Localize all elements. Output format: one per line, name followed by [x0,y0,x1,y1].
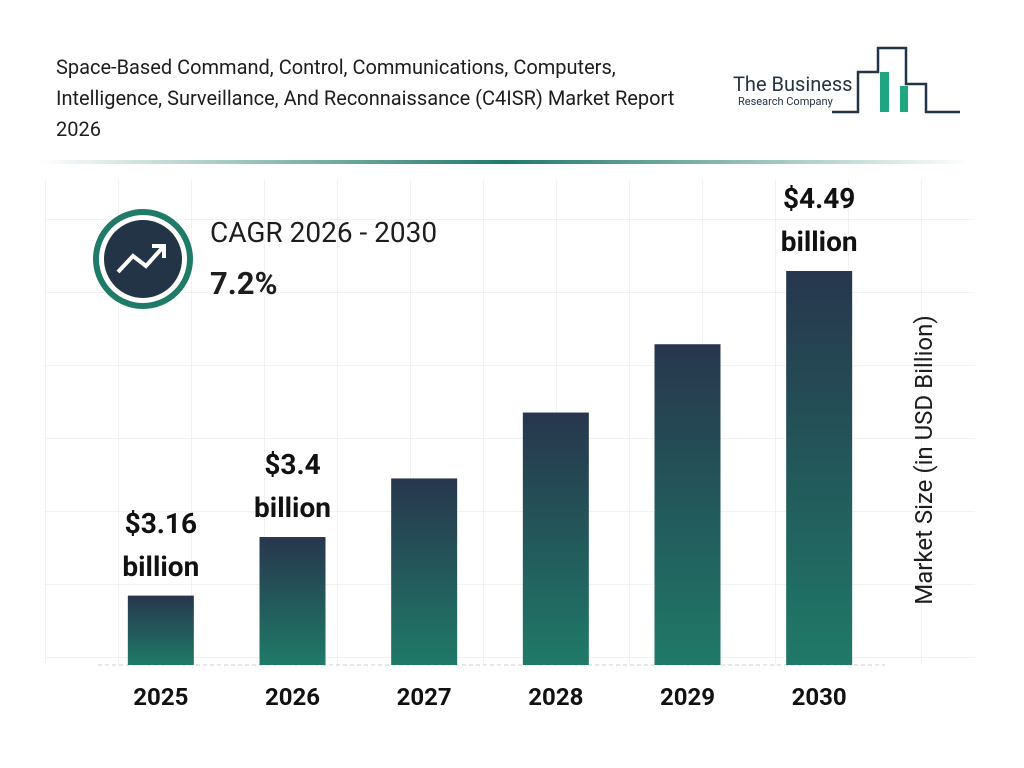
x-tick-label: 2025 [133,683,188,711]
cagr-label: CAGR 2026 - 2030 [210,216,438,249]
bar [654,344,721,665]
logo-text: The Business [733,72,853,96]
report-title: Space-Based Command, Control, Communicat… [56,55,675,141]
bar [522,412,589,665]
cagr-icon [93,209,193,309]
logo-mark [832,46,960,114]
cagr-value: 7.2% [210,265,278,302]
logo-subtext: Research Company [738,95,833,108]
header-rule [40,160,970,164]
bar [391,478,458,665]
x-tick-label: 2026 [265,683,320,711]
x-tick-label: 2028 [528,683,583,711]
value-label: $3.4 billion [254,448,331,525]
value-label: $4.49 billion [780,182,858,258]
bar [786,271,853,665]
x-tick-label: 2027 [397,683,452,711]
y-axis-label: Market Size (in USD Billion) [910,315,938,605]
x-tick-label: 2030 [792,683,847,711]
x-tick-label: 2029 [660,683,715,711]
value-label: $3.16 billion [122,506,200,583]
bar [259,537,326,665]
bar [127,595,194,665]
